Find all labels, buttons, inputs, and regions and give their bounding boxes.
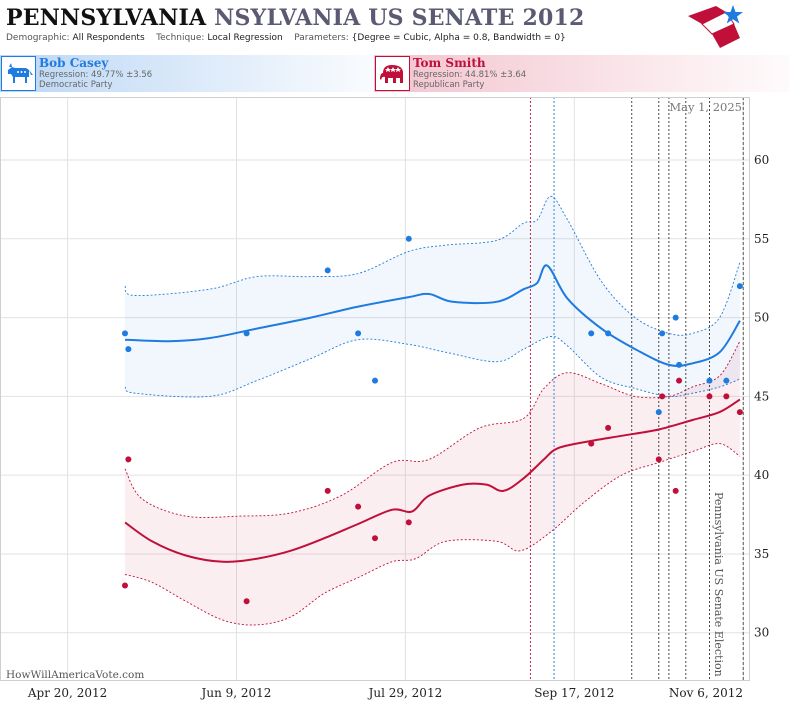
y-tick-label: 35: [754, 547, 769, 561]
flag-star-logo-icon: [688, 5, 743, 48]
rep-poll-point: [125, 456, 132, 463]
y-tick-label: 50: [754, 311, 769, 325]
dem-poll-point: [125, 346, 132, 353]
event-lines: [529, 97, 744, 680]
demographic-label: Demographic:: [6, 33, 70, 43]
header: PENNSYLVANIA NSYLVANIA US SENATE 2012 De…: [0, 0, 750, 50]
dem-lower-bound: [124, 336, 741, 398]
rep-poll-point: [588, 440, 595, 447]
rep-poll-point: [122, 582, 128, 589]
dem-trend-line: [124, 264, 741, 367]
rep-poll-point: [405, 519, 412, 526]
technique-label: Technique:: [156, 33, 205, 43]
x-tick-label: Nov 6, 2012: [669, 686, 743, 700]
rep-poll-point: [355, 503, 362, 510]
axes: 30 35 40 45 50 55 60 Apr 20, 2012 Jun 9, 2012 Jul…: [0, 97, 769, 700]
rep-regression: Regression: 44.81% ±3.64: [413, 70, 527, 80]
parameters-value: {Degree = Cubic, Alpha = 0.8, Bandwidth …: [351, 33, 566, 43]
candidate-rep: Tom Smith Regression: 44.81% ±3.64 Repub…: [374, 55, 789, 92]
x-tick-label: Jun 9, 2012: [200, 686, 272, 700]
dem-party: Democratic Party: [39, 80, 113, 90]
rep-poll-point: [676, 377, 683, 384]
x-tick-label: Apr 20, 2012: [27, 686, 107, 700]
parameters-label: Parameters:: [294, 33, 349, 43]
y-tick-label: 30: [754, 626, 769, 640]
dem-candidate-name: Bob Casey: [39, 56, 109, 70]
parameters-line: Demographic: All Respondents Technique: …: [6, 33, 566, 43]
election-label: Pennsylvania US Senate Election: [712, 492, 725, 677]
dem-regression: Regression: 49.77% ±3.56: [39, 70, 153, 80]
poll-points: [122, 235, 743, 605]
title-race: NSYLVANIA US SENATE 2012: [214, 5, 585, 31]
plot-frame: [0, 97, 750, 681]
dem-confidence-band: [125, 196, 740, 398]
rep-poll-point: [736, 409, 743, 416]
x-tick-label: Sep 17, 2012: [534, 686, 614, 700]
rep-poll-point: [372, 535, 378, 542]
y-tick-label: 45: [754, 389, 769, 403]
dem-poll-point: [122, 330, 128, 337]
rep-poll-point: [723, 393, 730, 400]
dem-poll-point: [372, 377, 378, 384]
trend-lines: [124, 264, 741, 563]
dem-poll-point: [723, 377, 730, 384]
rep-lower-bound: [124, 443, 741, 626]
dem-poll-point: [736, 283, 743, 290]
y-tick-label: 60: [754, 153, 769, 167]
watermark: HowWillAmericaVote.com: [6, 669, 144, 681]
y-tick-label: 40: [754, 468, 769, 482]
dem-poll-point: [676, 361, 683, 368]
candidate-dem: Bob Casey Regression: 49.77% ±3.56 Democ…: [0, 55, 380, 92]
rep-trend-line: [124, 398, 741, 563]
rep-poll-point: [655, 456, 662, 463]
dem-upper-bound: [124, 195, 741, 336]
date-label: May 1, 2025: [669, 100, 742, 114]
dem-poll-point: [324, 267, 331, 274]
donkey-icon: [1, 56, 36, 91]
rep-poll-point: [672, 487, 679, 494]
dem-poll-point: [659, 330, 666, 337]
poll-chart: 30 35 40 45 50 55 60 Apr 20, 2012 Jun 9, 2012 Jul…: [0, 97, 769, 700]
rep-poll-point: [706, 393, 713, 400]
dem-poll-point: [355, 330, 362, 337]
dem-poll-point: [605, 330, 612, 337]
y-tick-label: 55: [754, 232, 769, 246]
dem-poll-point: [672, 314, 679, 321]
rep-poll-point: [605, 424, 612, 431]
rep-candidate-name: Tom Smith: [413, 56, 486, 70]
technique-value: Local Regression: [207, 33, 283, 43]
rep-poll-point: [243, 598, 250, 605]
demographic-value: All Respondents: [72, 33, 145, 43]
rep-upper-bound: [124, 340, 741, 518]
x-tick-label: Jul 29, 2012: [367, 686, 443, 700]
dem-poll-point: [655, 409, 662, 416]
dem-poll-point: [243, 330, 250, 337]
title-state: PENNSYLVANIA: [6, 5, 207, 31]
rep-poll-point: [659, 393, 666, 400]
rep-poll-point: [324, 487, 331, 494]
dem-poll-point: [588, 330, 595, 337]
elephant-icon: [375, 56, 410, 91]
rep-party: Republican Party: [413, 80, 485, 90]
dem-poll-point: [706, 377, 713, 384]
page-title: PENNSYLVANIA NSYLVANIA US SENATE 2012: [6, 5, 584, 31]
dem-poll-point: [405, 235, 412, 242]
